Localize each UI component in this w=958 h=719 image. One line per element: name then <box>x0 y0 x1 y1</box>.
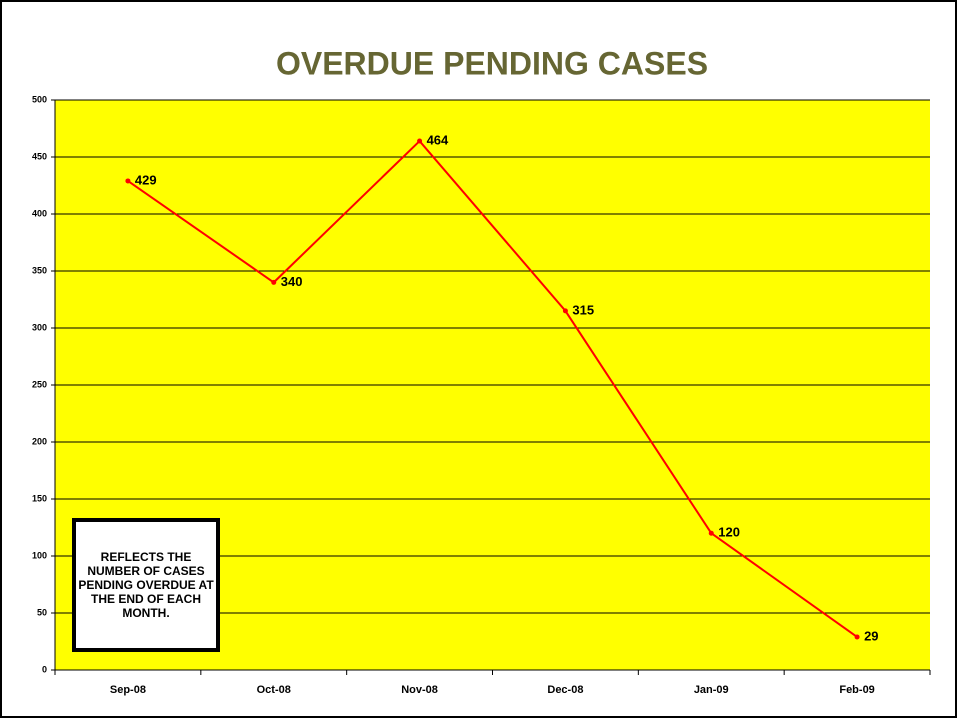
y-tick-label: 50 <box>37 607 47 617</box>
point <box>417 138 423 144</box>
data-label: 120 <box>718 525 740 540</box>
x-tick-label: Dec-08 <box>547 684 583 696</box>
y-tick-label: 450 <box>32 151 47 161</box>
data-label: 464 <box>427 132 449 147</box>
point <box>708 530 714 536</box>
y-tick-label: 100 <box>32 550 47 560</box>
y-tick-label: 500 <box>32 94 47 104</box>
point <box>854 634 860 640</box>
y-tick-label: 150 <box>32 493 47 503</box>
line <box>127 139 858 638</box>
data-label: 315 <box>572 302 594 317</box>
y-tick-label: 200 <box>32 436 47 446</box>
data-label: 429 <box>135 172 157 187</box>
data-label: 340 <box>281 274 303 289</box>
y-tick-label: 250 <box>32 379 47 389</box>
point <box>271 279 277 285</box>
point <box>125 178 131 184</box>
x-tick-label: Sep-08 <box>110 684 146 696</box>
data-label: 29 <box>864 628 878 643</box>
annotation: REFLECTS THE NUMBER OF CASES PENDING OVE… <box>72 518 220 652</box>
x-tick-label: Jan-09 <box>694 684 729 696</box>
chart-title: OVERDUE PENDING CASES <box>276 45 708 81</box>
y-tick-label: 350 <box>32 265 47 275</box>
y-tick-label: 300 <box>32 322 47 332</box>
x-tick-label: Oct-08 <box>257 684 291 696</box>
y-tick-label: 0 <box>42 664 47 674</box>
x-tick-label: Nov-08 <box>401 684 438 696</box>
point <box>562 308 568 314</box>
y-tick-label: 400 <box>32 208 47 218</box>
x-tick-label: Feb-09 <box>839 684 874 696</box>
